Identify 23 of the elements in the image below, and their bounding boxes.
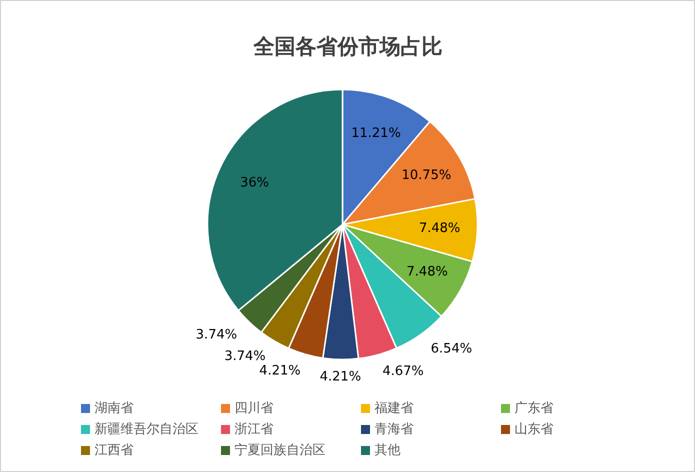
data-label: 7.48% xyxy=(406,264,448,280)
data-label: 10.75% xyxy=(402,168,452,183)
legend-label: 江西省 xyxy=(94,443,134,458)
data-label: 4.21% xyxy=(320,370,362,385)
legend-label: 宁夏回族自治区 xyxy=(234,442,326,458)
data-label: 4.21% xyxy=(259,364,301,379)
legend-label: 新疆维吾尔自治区 xyxy=(94,422,198,437)
data-label: 6.54% xyxy=(430,341,472,356)
data-label: 4.67% xyxy=(382,364,424,380)
data-label: 7.48% xyxy=(418,221,460,236)
legend-label: 四川省 xyxy=(234,401,274,416)
legend-label: 广东省 xyxy=(514,401,554,416)
chart-title: 全国各省份市场占比 xyxy=(252,34,442,58)
legend-label: 湖南省 xyxy=(94,401,134,416)
legend-label: 青海省 xyxy=(374,422,414,437)
data-label: 36% xyxy=(240,176,270,191)
legend-label: 其他 xyxy=(374,443,400,458)
legend-label: 福建省 xyxy=(374,401,414,416)
data-label: 3.74% xyxy=(224,348,266,364)
legend-label: 山东省 xyxy=(514,422,554,437)
data-label: 3.74% xyxy=(196,327,238,342)
legend-label: 浙江省 xyxy=(234,422,274,437)
data-label: 11.21% xyxy=(351,126,401,141)
